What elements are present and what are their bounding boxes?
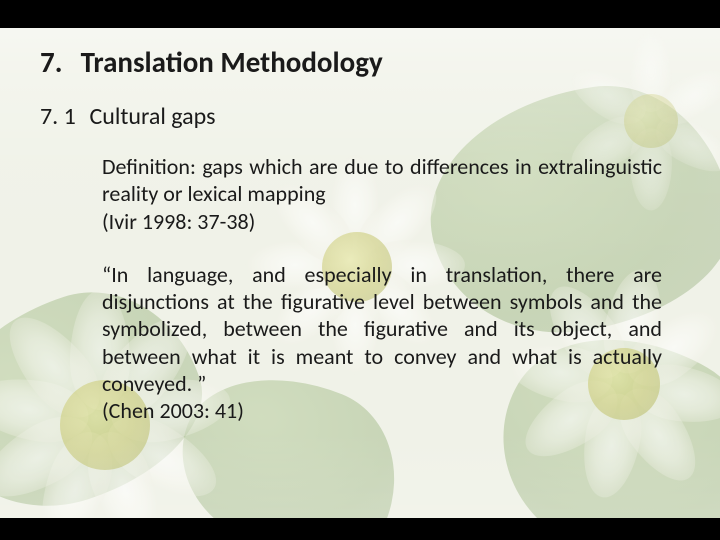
section-title: Translation Methodology [81, 44, 383, 80]
subsection-number: 7. 1 [40, 102, 84, 131]
quote-citation: (Chen 2003: 41) [102, 397, 662, 424]
content-area: 7. Translation Methodology 7. 1 Cultural… [0, 0, 720, 540]
slide: 7. Translation Methodology 7. 1 Cultural… [0, 0, 720, 540]
bottom-bar [0, 518, 720, 540]
definition-label: Definition: [102, 153, 196, 180]
section-number: 7. [40, 44, 74, 80]
body-text: Definition: gaps which are due to differ… [102, 153, 662, 424]
top-bar [0, 0, 720, 28]
definition-block: Definition: gaps which are due to differ… [102, 153, 662, 235]
subsection-title: Cultural gaps [89, 102, 215, 131]
quote-block: “In language, and especially in translat… [102, 261, 662, 425]
definition-citation: (Ivir 1998: 37-38) [102, 208, 662, 235]
quote-text: “In language, and especially in translat… [102, 261, 662, 397]
subsection-heading: 7. 1 Cultural gaps [40, 102, 672, 131]
section-heading: 7. Translation Methodology [40, 44, 672, 80]
